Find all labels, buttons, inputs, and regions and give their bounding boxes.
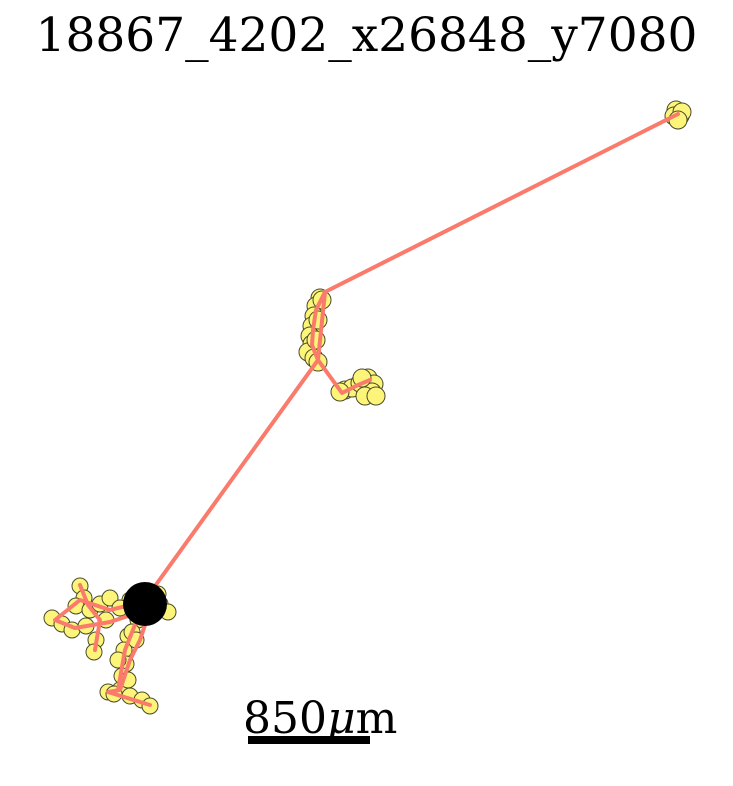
plot-title: 18867_4202_x26848_y7080 [35,8,698,63]
scale-bar-value: 850 [243,693,327,744]
track-line-south-2 [116,610,142,692]
scale-bar-line [248,736,370,744]
scale-bar-unit-suffix: m [355,693,398,744]
middle-track-line [310,290,327,362]
branch-track-line [316,358,372,395]
track-line-west [53,598,152,630]
track-marker [366,386,386,406]
track-line-south [106,608,152,707]
trajectory-lines [53,112,680,707]
scale-bar [248,736,370,744]
scale-bar-unit-symbol: μ [326,693,356,744]
scale-bar-label: 850μm [243,693,413,744]
track-line-nw [78,583,102,652]
marker-cluster-top-right [664,100,692,130]
origin-marker [123,582,167,626]
long-track-line [148,112,680,595]
